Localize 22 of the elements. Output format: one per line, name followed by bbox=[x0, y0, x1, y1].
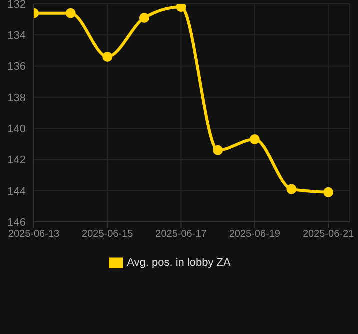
point bbox=[286, 184, 297, 194]
legend-label: Avg. pos. in lobby ZA bbox=[127, 256, 231, 269]
x-tick-label: 2025-06-15 bbox=[82, 229, 134, 240]
point bbox=[66, 8, 76, 18]
x-tick-label: 2025-06-17 bbox=[156, 229, 208, 240]
point bbox=[213, 145, 224, 156]
x-tick-label: 2025-06-13 bbox=[8, 229, 60, 240]
point bbox=[250, 134, 260, 144]
point bbox=[102, 52, 113, 62]
point bbox=[324, 187, 334, 198]
point bbox=[139, 13, 150, 24]
point bbox=[176, 4, 186, 12]
y-tick-label: 132 bbox=[8, 0, 26, 11]
y-tick-label: 144 bbox=[8, 186, 26, 198]
y-tick-label: 142 bbox=[8, 154, 26, 167]
y-tick-label: 136 bbox=[8, 61, 26, 74]
y-tick-label: 146 bbox=[8, 216, 26, 229]
x-tick-label: 2025-06-21 bbox=[302, 229, 355, 240]
y-tick-label: 140 bbox=[8, 123, 26, 136]
y-tick-label: 134 bbox=[8, 30, 26, 42]
x-tick-label: 2025-06-19 bbox=[229, 229, 281, 240]
y-tick-label: 138 bbox=[8, 92, 26, 104]
